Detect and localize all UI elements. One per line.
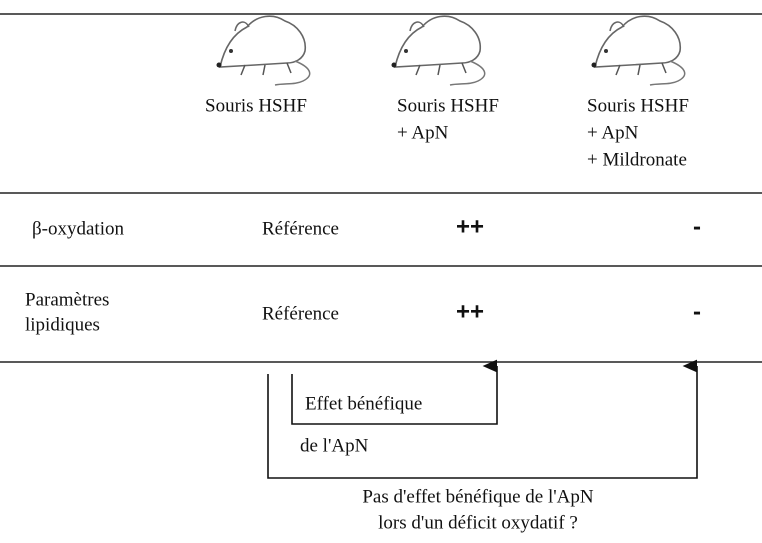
mouse-icon xyxy=(390,15,486,86)
cell: Référence xyxy=(262,218,339,239)
column-header: Souris HSHF xyxy=(397,95,499,116)
column-header: + ApN xyxy=(587,122,639,143)
annotation: Pas d'effet bénéfique de l'ApN xyxy=(362,486,594,507)
arrow xyxy=(267,359,698,479)
column-header: + ApN xyxy=(397,122,449,143)
column-header: Souris HSHF xyxy=(205,95,307,116)
cell: - xyxy=(693,213,701,240)
column-header: Souris HSHF xyxy=(587,95,689,116)
mouse-icon xyxy=(590,15,686,86)
column-header: + Mildronate xyxy=(587,149,687,170)
arrow xyxy=(291,359,498,425)
cell: - xyxy=(693,298,701,325)
cell: Référence xyxy=(262,303,339,324)
annotation: Effet bénéfique xyxy=(305,393,422,414)
annotation: lors d'un déficit oxydatif ? xyxy=(378,512,578,533)
cell: ++ xyxy=(456,213,484,240)
row-label: Paramètres xyxy=(25,289,109,310)
mouse-icon xyxy=(215,15,311,86)
row-label: β-oxydation xyxy=(32,218,124,239)
cell: ++ xyxy=(456,298,484,325)
annotation: de l'ApN xyxy=(300,435,369,456)
row-label: lipidiques xyxy=(25,314,100,335)
